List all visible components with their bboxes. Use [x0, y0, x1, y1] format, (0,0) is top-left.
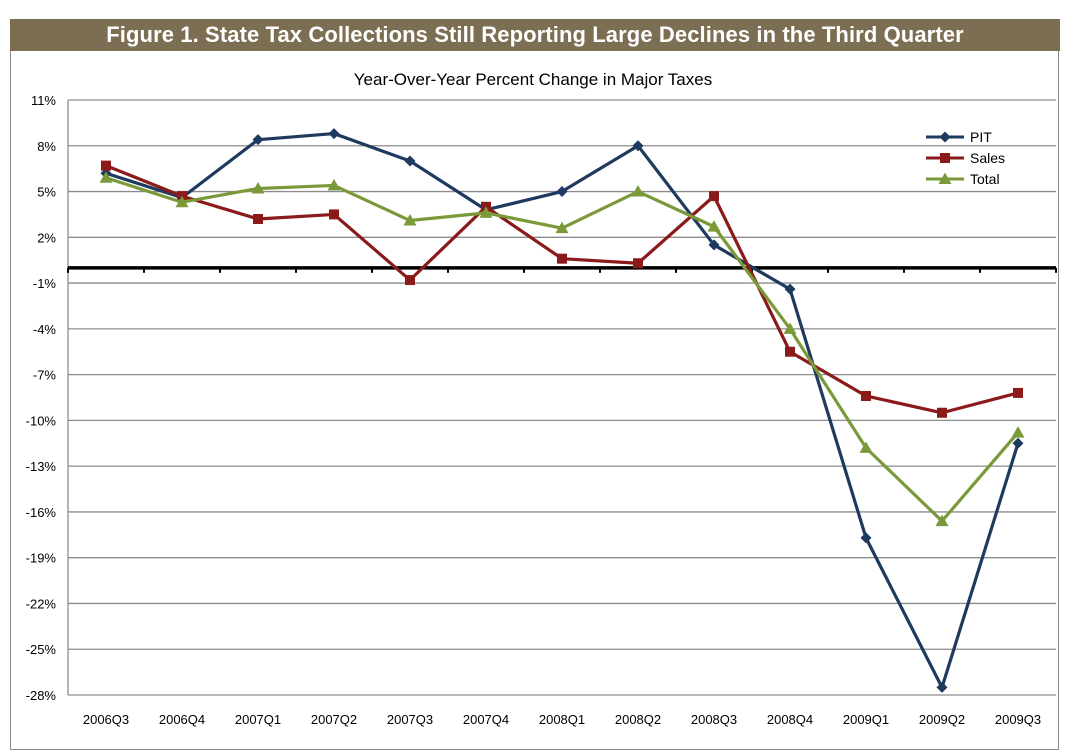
series-group [99, 128, 1025, 693]
chart-frame [10, 51, 1059, 750]
data-point [785, 346, 795, 357]
data-point [935, 514, 949, 527]
legend-label: Sales [970, 150, 1005, 166]
x-tick-label: 2007Q4 [463, 712, 509, 727]
y-tick-label: -25% [26, 642, 57, 657]
data-point [1012, 437, 1024, 449]
y-tick-label: -22% [26, 596, 57, 611]
x-tick-label: 2008Q2 [615, 712, 661, 727]
legend: PIT Sales Total [926, 129, 1005, 187]
data-point [1011, 426, 1025, 438]
y-tick-label: -13% [26, 459, 57, 474]
series-line [105, 131, 1020, 689]
legend-item-pit: PIT [926, 129, 992, 145]
x-tick-label: 2006Q4 [159, 712, 205, 727]
x-tick-label: 2009Q1 [843, 712, 889, 727]
y-axis: 11% 8% 5% 2% -1% -4% -7% -10% -13% -16% -19% -22% -2… [26, 93, 69, 703]
data-point [101, 160, 111, 171]
legend-marker [939, 131, 951, 143]
data-point [404, 155, 416, 167]
x-tick-label: 2008Q1 [539, 712, 585, 727]
y-tick-label: -28% [26, 688, 57, 703]
data-point [99, 171, 113, 183]
data-point [632, 140, 644, 152]
series-sales [101, 160, 1023, 418]
data-point [936, 681, 948, 693]
figure-title: Figure 1. State Tax Collections Still Re… [106, 22, 964, 47]
x-tick-label: 2006Q3 [83, 712, 129, 727]
data-point [937, 407, 947, 418]
data-point [555, 221, 569, 234]
grid-lines [68, 99, 1056, 696]
legend-item-total: Total [926, 171, 1000, 187]
data-point [859, 441, 873, 453]
data-point [1013, 387, 1023, 398]
data-point [252, 134, 264, 146]
data-point [479, 206, 493, 218]
legend-item-sales: Sales [926, 150, 1005, 166]
data-point [783, 322, 797, 334]
y-tick-label: 11% [31, 93, 56, 108]
x-tick-label: 2007Q2 [311, 712, 357, 727]
data-point [860, 532, 872, 544]
data-point [861, 390, 871, 401]
data-point [403, 214, 417, 226]
x-tick-label: 2009Q2 [919, 712, 965, 727]
data-point [251, 181, 265, 194]
data-point [329, 209, 339, 220]
y-tick-label: 5% [37, 185, 56, 200]
chart-title: Year-Over-Year Percent Change in Major T… [354, 70, 712, 89]
data-point [631, 185, 645, 197]
y-tick-label: -16% [26, 505, 57, 520]
series-total [99, 171, 1025, 527]
x-tick-label: 2009Q3 [995, 712, 1041, 727]
y-tick-label: -19% [26, 551, 57, 566]
data-point [328, 128, 340, 140]
y-tick-label: 8% [37, 139, 56, 154]
data-point [708, 239, 720, 251]
x-axis: 2006Q3 2006Q4 2007Q1 2007Q2 2007Q3 2007Q4 2008… [67, 266, 1057, 727]
legend-label: PIT [970, 129, 992, 145]
data-point [709, 191, 719, 202]
data-point [633, 258, 643, 269]
data-point [327, 178, 341, 191]
y-tick-label: -7% [33, 368, 57, 383]
data-point [253, 214, 263, 224]
data-point [707, 220, 721, 232]
y-tick-label: -10% [26, 413, 57, 428]
legend-label: Total [970, 171, 1000, 187]
data-point [784, 283, 796, 295]
x-tick-label: 2008Q3 [691, 712, 737, 727]
series-line [105, 164, 1019, 415]
y-tick-label: -1% [33, 276, 57, 291]
y-tick-label: -4% [33, 322, 57, 337]
legend-marker [940, 153, 950, 163]
data-point [405, 275, 415, 286]
x-tick-label: 2008Q4 [767, 712, 813, 727]
data-point [557, 253, 567, 264]
figure-title-banner: Figure 1. State Tax Collections Still Re… [10, 19, 1060, 51]
legend-marker [938, 172, 952, 184]
y-tick-label: 2% [37, 230, 56, 245]
x-tick-label: 2007Q3 [387, 712, 433, 727]
data-point [556, 186, 568, 198]
data-point [175, 195, 189, 208]
x-tick-label: 2007Q1 [235, 712, 281, 727]
